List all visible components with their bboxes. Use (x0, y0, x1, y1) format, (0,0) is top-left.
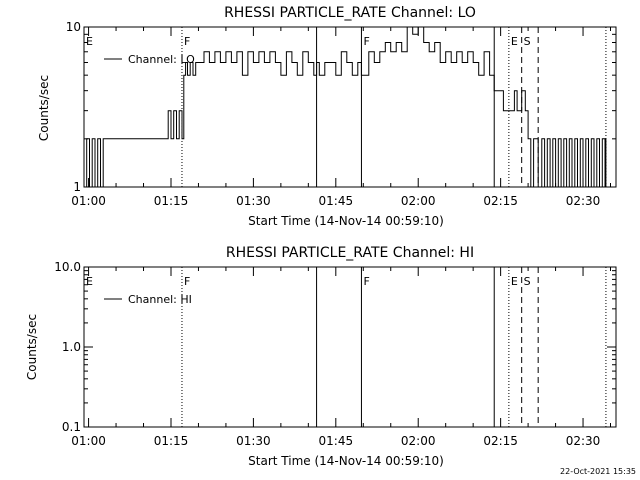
lo-x-axis-label: Start Time (14-Nov-14 00:59:10) (248, 214, 444, 228)
lo-channel-panel: RHESSI PARTICLE_RATE Channel: LO Counts/… (37, 5, 617, 228)
hi-event-marker-label: F (184, 275, 190, 288)
hi-event-marker-label: E (511, 275, 518, 288)
hi-chart-title: RHESSI PARTICLE_RATE Channel: HI (226, 245, 474, 261)
lo-y-axis-label: Counts/sec (37, 75, 51, 141)
lo-series-line (84, 26, 607, 188)
lo-y-tick-label: 10 (66, 20, 81, 34)
lo-event-marker-label: F (184, 35, 190, 48)
hi-x-axis-label: Start Time (14-Nov-14 00:59:10) (248, 454, 444, 468)
hi-y-tick-label: 10.0 (54, 260, 81, 274)
lo-x-tick-label: 02:30 (566, 194, 601, 208)
hi-x-tick-label: 02:30 (566, 434, 601, 448)
lo-event-marker-label: E (511, 35, 518, 48)
lo-legend-label: Channel: LO (128, 53, 195, 66)
lo-event-marker-label: F (363, 35, 369, 48)
hi-x-tick-label: 01:45 (319, 434, 354, 448)
lo-x-tick-label: 01:00 (71, 194, 106, 208)
hi-event-marker-label: E (86, 275, 93, 288)
lo-chart-title: RHESSI PARTICLE_RATE Channel: LO (224, 5, 476, 21)
hi-event-marker-label: S (524, 275, 531, 288)
hi-x-tick-label: 02:00 (401, 434, 436, 448)
lo-x-tick-label: 01:30 (236, 194, 271, 208)
lo-x-tick-label: 01:45 (319, 194, 354, 208)
lo-event-marker-label: S (524, 35, 531, 48)
lo-event-marker-label: E (86, 35, 93, 48)
hi-legend-label: Channel: HI (128, 293, 192, 306)
footer-timestamp: 22-Oct-2021 15:35 (560, 467, 636, 476)
hi-y-tick-label: 1.0 (62, 340, 81, 354)
lo-plot-frame (83, 26, 617, 188)
hi-channel-panel: RHESSI PARTICLE_RATE Channel: HI Counts/… (25, 245, 617, 468)
hi-y-tick-label: 0.1 (62, 420, 81, 434)
lo-legend: Channel: LO (104, 53, 195, 66)
hi-legend: Channel: HI (104, 293, 192, 306)
lo-x-tick-label: 02:00 (401, 194, 436, 208)
lo-x-tick-label: 02:15 (483, 194, 518, 208)
hi-event-marker-label: F (363, 275, 369, 288)
hi-x-tick-label: 02:15 (483, 434, 518, 448)
hi-x-tick-label: 01:30 (236, 434, 271, 448)
hi-x-tick-label: 01:00 (71, 434, 106, 448)
lo-y-tick-label: 1 (73, 180, 81, 194)
hi-x-tick-label: 01:15 (154, 434, 189, 448)
hi-y-axis-label: Counts/sec (25, 314, 39, 380)
lo-x-tick-label: 01:15 (154, 194, 189, 208)
